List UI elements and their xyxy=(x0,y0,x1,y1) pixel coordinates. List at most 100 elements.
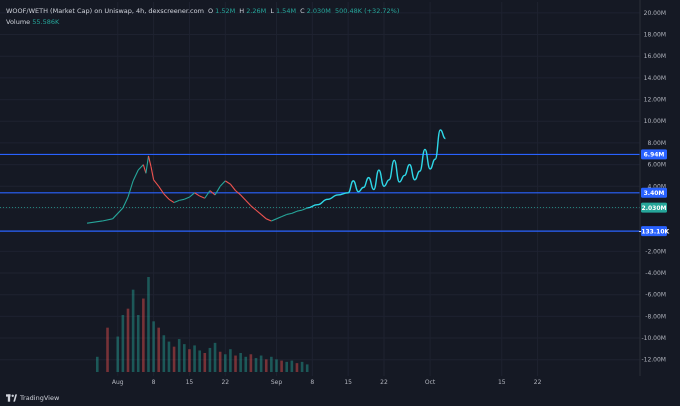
volume-bar xyxy=(167,341,171,372)
tradingview-brand: TradingView xyxy=(20,394,60,402)
volume-bar xyxy=(95,356,99,372)
volume-bar xyxy=(126,308,130,372)
y-tick-label: -12.00M xyxy=(641,357,666,364)
price-segment xyxy=(266,218,272,222)
high-label: H xyxy=(239,7,245,15)
price-segment xyxy=(127,180,134,198)
volume-bar xyxy=(183,344,186,372)
volume-bar xyxy=(259,355,263,372)
x-tick-label: 22 xyxy=(380,379,388,386)
volume-bar xyxy=(198,350,201,372)
volume-bar xyxy=(275,359,278,372)
price-segment xyxy=(276,216,282,220)
y-tick-label: 18.00M xyxy=(644,32,666,39)
price-segment xyxy=(255,209,262,215)
price-segment xyxy=(145,155,150,174)
last-price-label-bg xyxy=(641,202,667,213)
hline-price-label: 6.94M xyxy=(644,152,665,159)
x-tick-label: Oct xyxy=(425,379,436,386)
price-segment xyxy=(102,218,113,222)
close-value: 2.030M xyxy=(306,7,331,15)
horizontal-lines[interactable] xyxy=(0,153,640,232)
price-segment xyxy=(189,192,195,198)
volume-bar xyxy=(229,349,232,372)
x-tick-label: 15 xyxy=(344,379,352,386)
x-tick-label: 15 xyxy=(498,379,506,386)
volume-value: 55.586K xyxy=(32,18,60,26)
price-segment xyxy=(214,186,221,196)
x-tick-label: 22 xyxy=(534,379,542,386)
volume-bar xyxy=(285,361,289,372)
volume-bar xyxy=(203,353,207,372)
tradingview-logo[interactable]: TradingView xyxy=(6,394,59,402)
volume-bar xyxy=(208,347,212,372)
volume-bar xyxy=(234,355,237,372)
volume-bar xyxy=(188,349,191,372)
price-segment xyxy=(224,180,231,185)
volume-bar xyxy=(106,327,109,372)
volume-bar xyxy=(290,360,294,372)
volume-bar xyxy=(177,339,181,372)
volume-bar xyxy=(121,315,125,372)
volume-bar xyxy=(270,356,273,372)
x-tick-label: Aug xyxy=(112,379,124,386)
price-segment xyxy=(132,169,139,182)
tradingview-icon xyxy=(6,394,17,402)
volume-bar xyxy=(264,359,268,372)
price-segment xyxy=(286,212,292,216)
y-tick-label: -6.00M xyxy=(645,292,666,299)
price-segment xyxy=(179,198,185,201)
price-segment xyxy=(291,210,298,214)
volume-bar xyxy=(152,321,155,372)
y-tick-label: 12.00M xyxy=(644,97,666,104)
open-value: 1.52M xyxy=(215,7,236,15)
price-labels: 6.94M 3.40M -133.10K 2.030M xyxy=(639,149,670,237)
price-segment xyxy=(199,195,206,199)
price-segment xyxy=(86,220,103,224)
price-segment xyxy=(163,193,170,200)
hline-price-label-bg xyxy=(641,187,667,198)
legend-header: WOOF/WETH (Market Cap) on Uniswap, 4h, d… xyxy=(6,7,401,15)
price-segment xyxy=(204,190,211,199)
price-segment xyxy=(260,214,267,220)
projection-series xyxy=(307,129,446,209)
hline-price-label-bg xyxy=(641,149,667,160)
price-segment xyxy=(184,196,190,200)
projection-line xyxy=(307,129,446,209)
y-tick-label: 20.00M xyxy=(644,10,666,17)
price-segment xyxy=(142,164,147,174)
y-tick-label: 16.00M xyxy=(644,53,666,60)
hline-price-label: 3.40M xyxy=(644,190,665,197)
volume-bars xyxy=(95,277,309,372)
price-segment xyxy=(271,218,277,222)
price-segment xyxy=(240,194,247,201)
volume-bar xyxy=(193,345,196,372)
y-tick-label: -2.00M xyxy=(645,248,666,255)
symbol-title[interactable]: WOOF/WETH (Market Cap) on Uniswap, 4h, d… xyxy=(6,7,204,15)
x-axis: Aug 8 15 22 Sep 8 15 22 Oct 15 22 xyxy=(112,379,542,386)
y-tick-label: -4.00M xyxy=(645,270,666,277)
volume-bar xyxy=(218,351,222,372)
volume-bar xyxy=(162,335,166,372)
y-tick-label: 14.00M xyxy=(644,75,666,82)
price-segment xyxy=(168,198,175,204)
volume-label: Volume xyxy=(6,18,31,26)
volume-bar xyxy=(305,364,309,372)
price-segment xyxy=(137,164,144,171)
volume-bar xyxy=(136,315,140,372)
price-segment xyxy=(158,185,165,195)
volume-bar xyxy=(239,353,242,372)
price-segment xyxy=(219,180,226,187)
volume-bar xyxy=(172,346,176,372)
y-tick-label: 4.00M xyxy=(647,183,666,190)
volume-bar xyxy=(223,354,227,372)
price-series xyxy=(86,155,308,224)
open-label: O xyxy=(208,7,214,15)
price-segment xyxy=(147,155,152,167)
volume-bar xyxy=(142,298,145,372)
y-tick-label: 6.00M xyxy=(647,162,666,169)
price-segment xyxy=(173,199,180,204)
hline-price-label: -133.10K xyxy=(639,228,670,235)
x-tick-label: 8 xyxy=(310,379,314,386)
